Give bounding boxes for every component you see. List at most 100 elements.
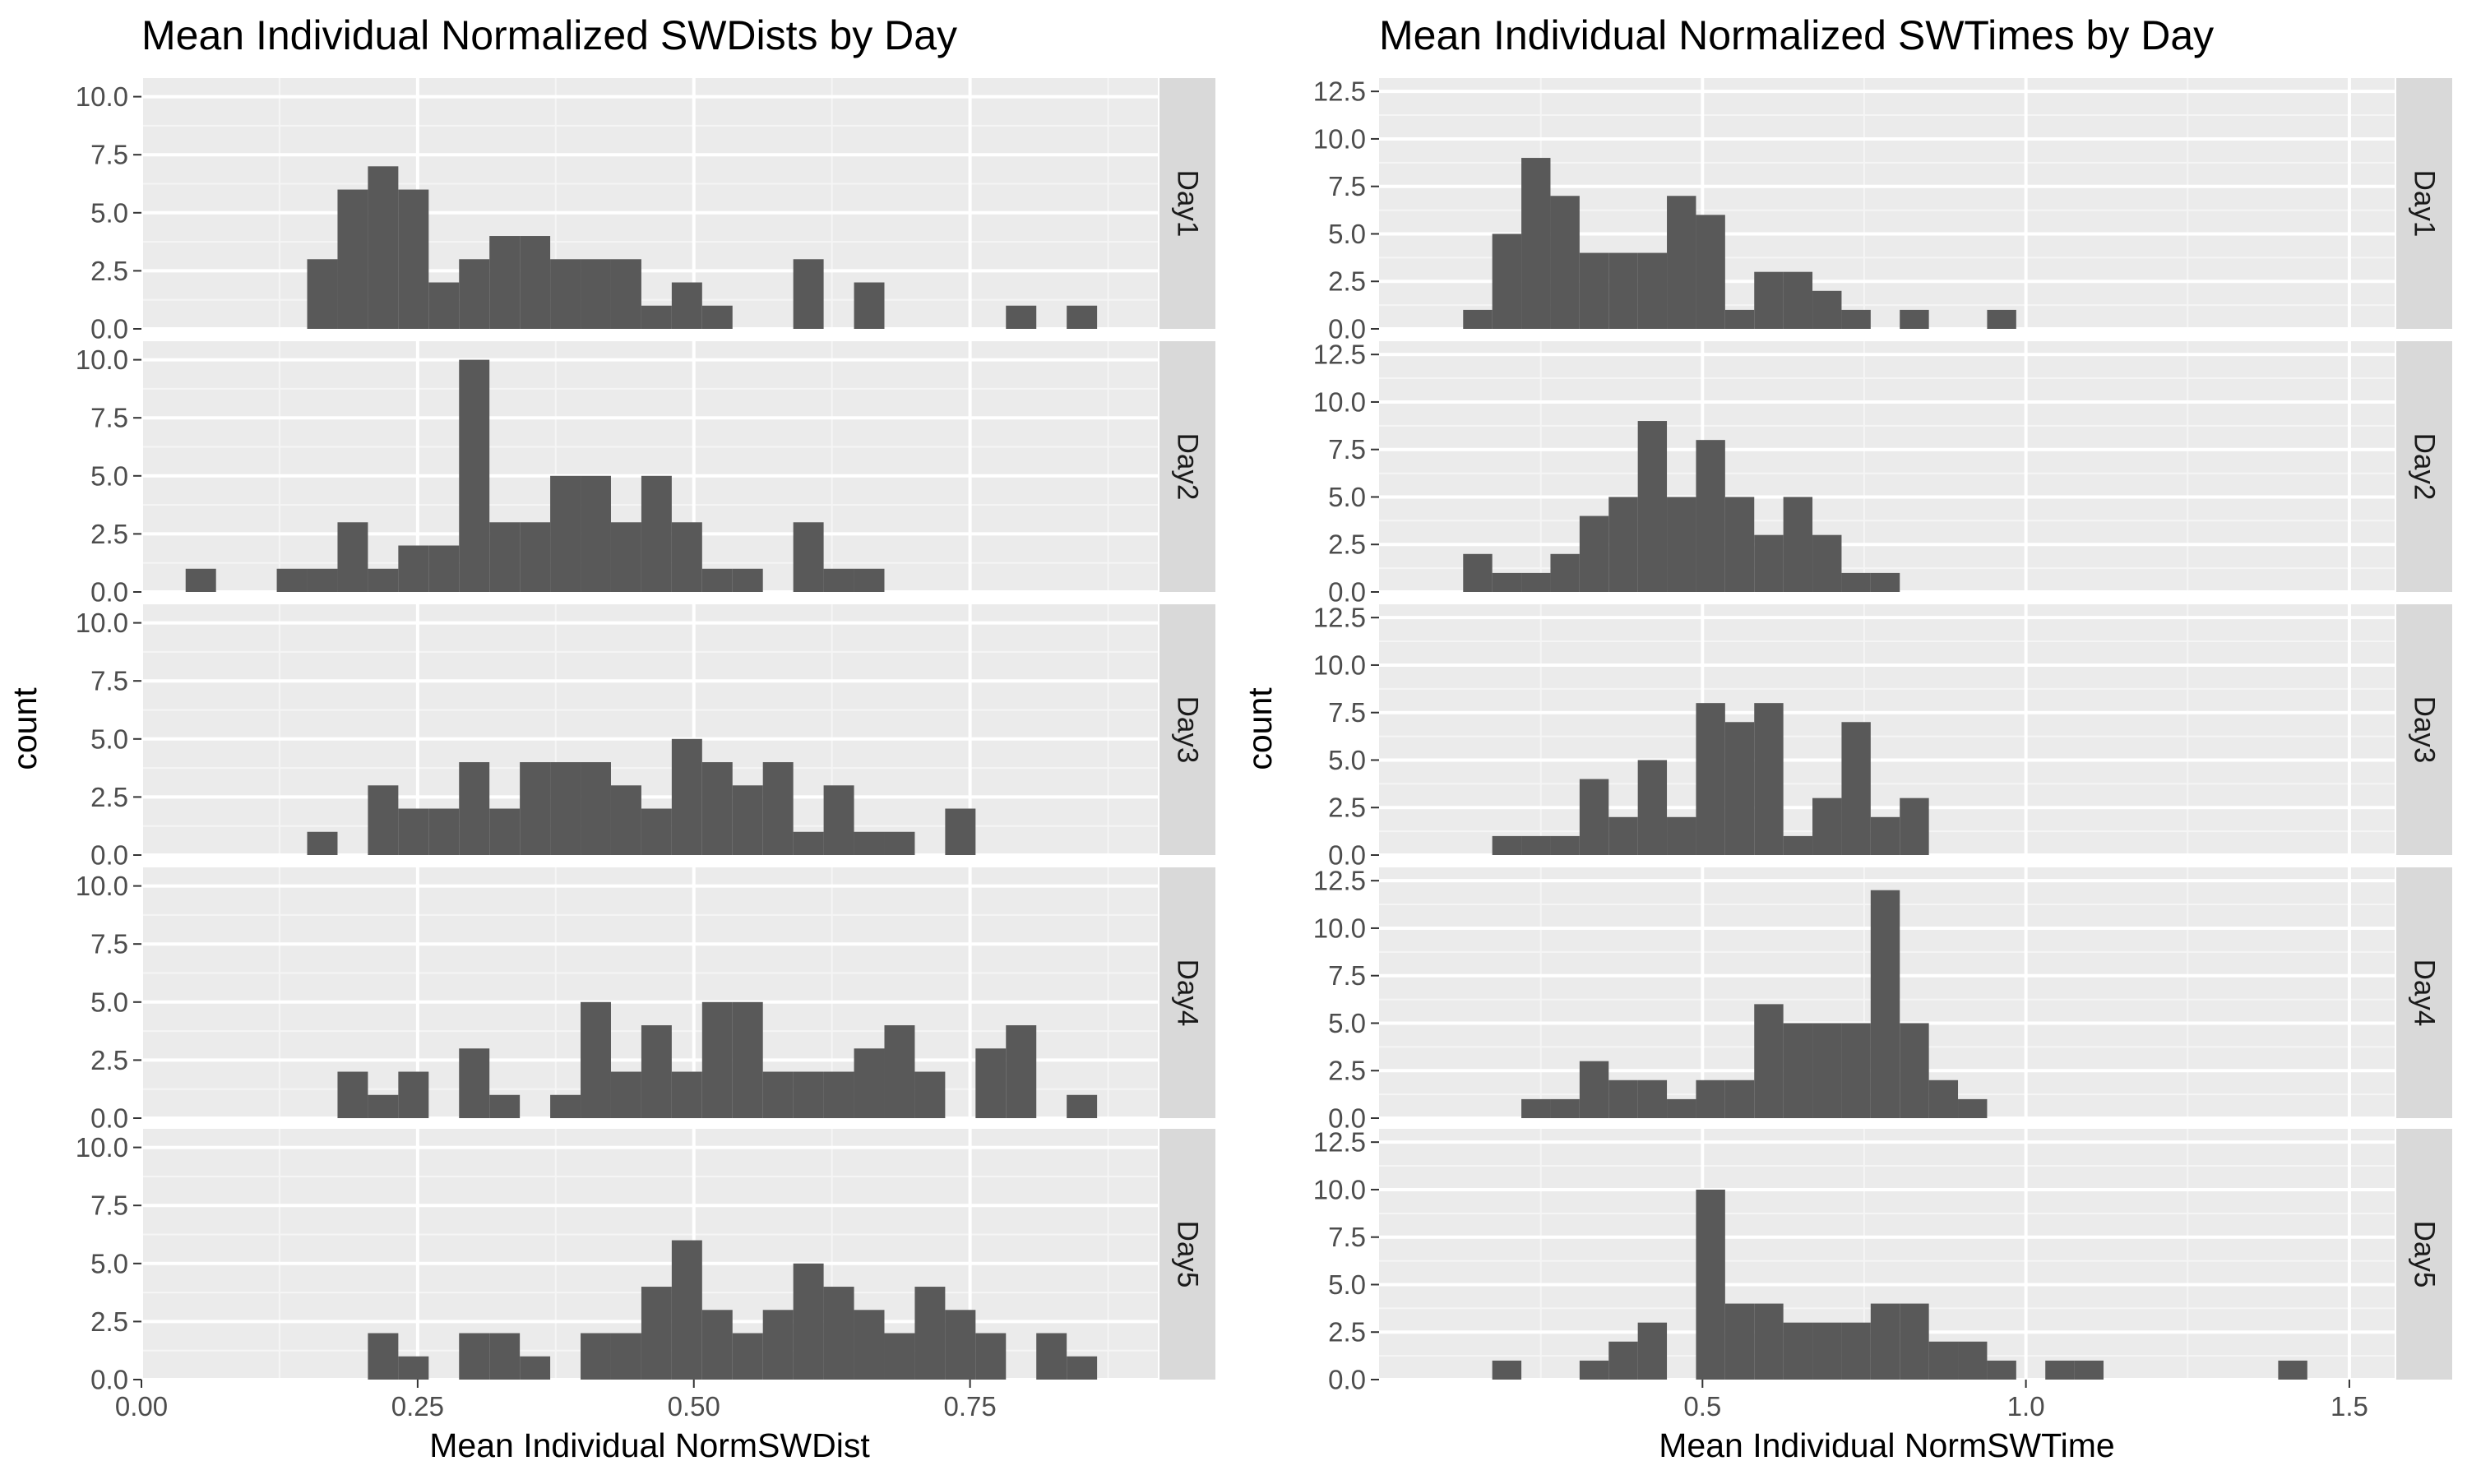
histogram-bar <box>671 282 702 329</box>
facet-strip-label: Day4 <box>1172 959 1204 1027</box>
histogram-bar <box>1900 1303 1929 1380</box>
histogram-bar <box>1667 816 1696 855</box>
facet-panel-day1: Day1 0.0 2.5 5.0 7.5 10.0 <box>76 78 1215 344</box>
y-tick-label: 7.5 <box>1328 171 1366 201</box>
histogram-bar <box>550 1094 581 1118</box>
histogram-bar <box>398 1071 429 1118</box>
histogram-bar <box>520 1356 551 1380</box>
y-tick-label: 2.5 <box>1328 529 1366 560</box>
histogram-bar <box>1812 797 1842 855</box>
histogram-bar <box>2278 1360 2307 1380</box>
histogram-bar <box>610 785 641 855</box>
histogram-bar <box>1579 515 1609 592</box>
chart-1: Mean Individual Normalized SWDists by Da… <box>6 12 1215 1464</box>
histogram-bar <box>1637 1322 1668 1380</box>
histogram-bar <box>2074 1360 2104 1380</box>
histogram-bar <box>459 259 490 329</box>
histogram-bar <box>671 1071 702 1118</box>
histogram-bar <box>1958 1098 1988 1118</box>
y-tick-label: 10.0 <box>76 871 128 901</box>
histogram-bar <box>1637 760 1668 855</box>
histogram-bar <box>1667 497 1696 592</box>
histogram-bar <box>975 1333 1007 1380</box>
histogram-bar <box>1754 1303 1784 1380</box>
histogram-bar <box>337 1071 368 1118</box>
histogram-bar <box>1492 233 1522 329</box>
histogram-bar <box>1696 1079 1725 1118</box>
x-axis-title: Mean Individual NormSWTime <box>1659 1426 2114 1464</box>
histogram-bar <box>641 808 672 855</box>
histogram-bar <box>793 522 824 592</box>
y-tick-label: 5.0 <box>1328 219 1366 249</box>
histogram-bar <box>459 1048 490 1118</box>
y-tick-label: 5.0 <box>90 987 128 1017</box>
histogram-bar <box>1006 1025 1037 1118</box>
x-tick-label: 0.75 <box>943 1391 996 1422</box>
y-tick-label: 12.5 <box>1313 603 1366 633</box>
y-tick-label: 10.0 <box>76 1132 128 1163</box>
histogram-bar <box>1579 252 1609 329</box>
y-tick-label: 12.5 <box>1313 340 1366 370</box>
histogram-bar <box>1637 421 1668 592</box>
y-tick-label: 10.0 <box>76 344 128 375</box>
panel-background <box>1379 341 2395 592</box>
histogram-bar <box>459 762 490 855</box>
histogram-bar <box>1841 1023 1871 1118</box>
histogram-bar <box>1608 497 1638 592</box>
histogram-bar <box>398 1356 429 1380</box>
facet-strip <box>1159 867 1215 1118</box>
histogram-bar <box>368 785 399 855</box>
y-tick-label: 5.0 <box>1328 1008 1366 1038</box>
panel-background <box>141 78 1158 329</box>
y-tick-label: 2.5 <box>1328 793 1366 823</box>
y-tick-label: 0.0 <box>1328 1365 1366 1395</box>
histogram-bar <box>732 785 763 855</box>
facet-panel-day4: Day4 0.0 2.5 5.0 7.5 10.0 12.5 <box>1313 866 2452 1134</box>
y-tick-label: 5.0 <box>90 460 128 491</box>
y-tick-label: 5.0 <box>1328 482 1366 512</box>
y-tick-label: 12.5 <box>1313 76 1366 107</box>
histogram-bar <box>1608 1079 1638 1118</box>
histogram-bar <box>732 568 763 592</box>
histogram-bar <box>884 1333 915 1380</box>
histogram-bar <box>489 236 521 329</box>
histogram-bar <box>489 522 521 592</box>
histogram-bar <box>701 762 733 855</box>
histogram-bar <box>1870 572 1900 592</box>
y-tick-label: 2.5 <box>90 1306 128 1337</box>
histogram-bar <box>1667 1098 1696 1118</box>
histogram-bar <box>1900 309 1929 329</box>
histogram-bar <box>1696 215 1725 329</box>
histogram-bar <box>823 1287 854 1380</box>
x-tick-label: 0.00 <box>115 1391 168 1422</box>
y-tick-label: 2.5 <box>90 782 128 812</box>
y-tick-label: 2.5 <box>1328 1317 1366 1348</box>
facet-strip <box>2396 1129 2452 1380</box>
histogram-bar <box>1608 816 1638 855</box>
facet-strip-label: Day5 <box>2409 1221 2441 1288</box>
histogram-bar <box>854 1048 885 1118</box>
histogram-bar <box>489 1333 521 1380</box>
y-tick-label: 7.5 <box>1328 1222 1366 1252</box>
y-tick-label: 10.0 <box>1313 1174 1366 1204</box>
histogram-bar <box>610 522 641 592</box>
x-tick-label: 0.50 <box>668 1391 720 1422</box>
histogram-bar <box>1463 309 1493 329</box>
x-tick-label: 0.25 <box>391 1391 444 1422</box>
histogram-bar <box>1783 271 1813 329</box>
histogram-bar <box>610 1071 641 1118</box>
histogram-bar <box>854 1310 885 1380</box>
histogram-bar <box>1754 703 1784 855</box>
y-tick-label: 7.5 <box>90 140 128 170</box>
histogram-bar <box>1724 1079 1755 1118</box>
histogram-bar <box>489 1094 521 1118</box>
histogram-bar <box>1841 572 1871 592</box>
y-tick-label: 2.5 <box>1328 1056 1366 1086</box>
histogram-bar <box>185 568 216 592</box>
histogram-bar <box>1637 1079 1668 1118</box>
histogram-bar <box>581 762 611 855</box>
histogram-bar <box>459 1333 490 1380</box>
histogram-bar <box>1841 309 1871 329</box>
facet-strip-label: Day2 <box>2409 433 2441 501</box>
histogram-bar <box>1754 1004 1784 1118</box>
